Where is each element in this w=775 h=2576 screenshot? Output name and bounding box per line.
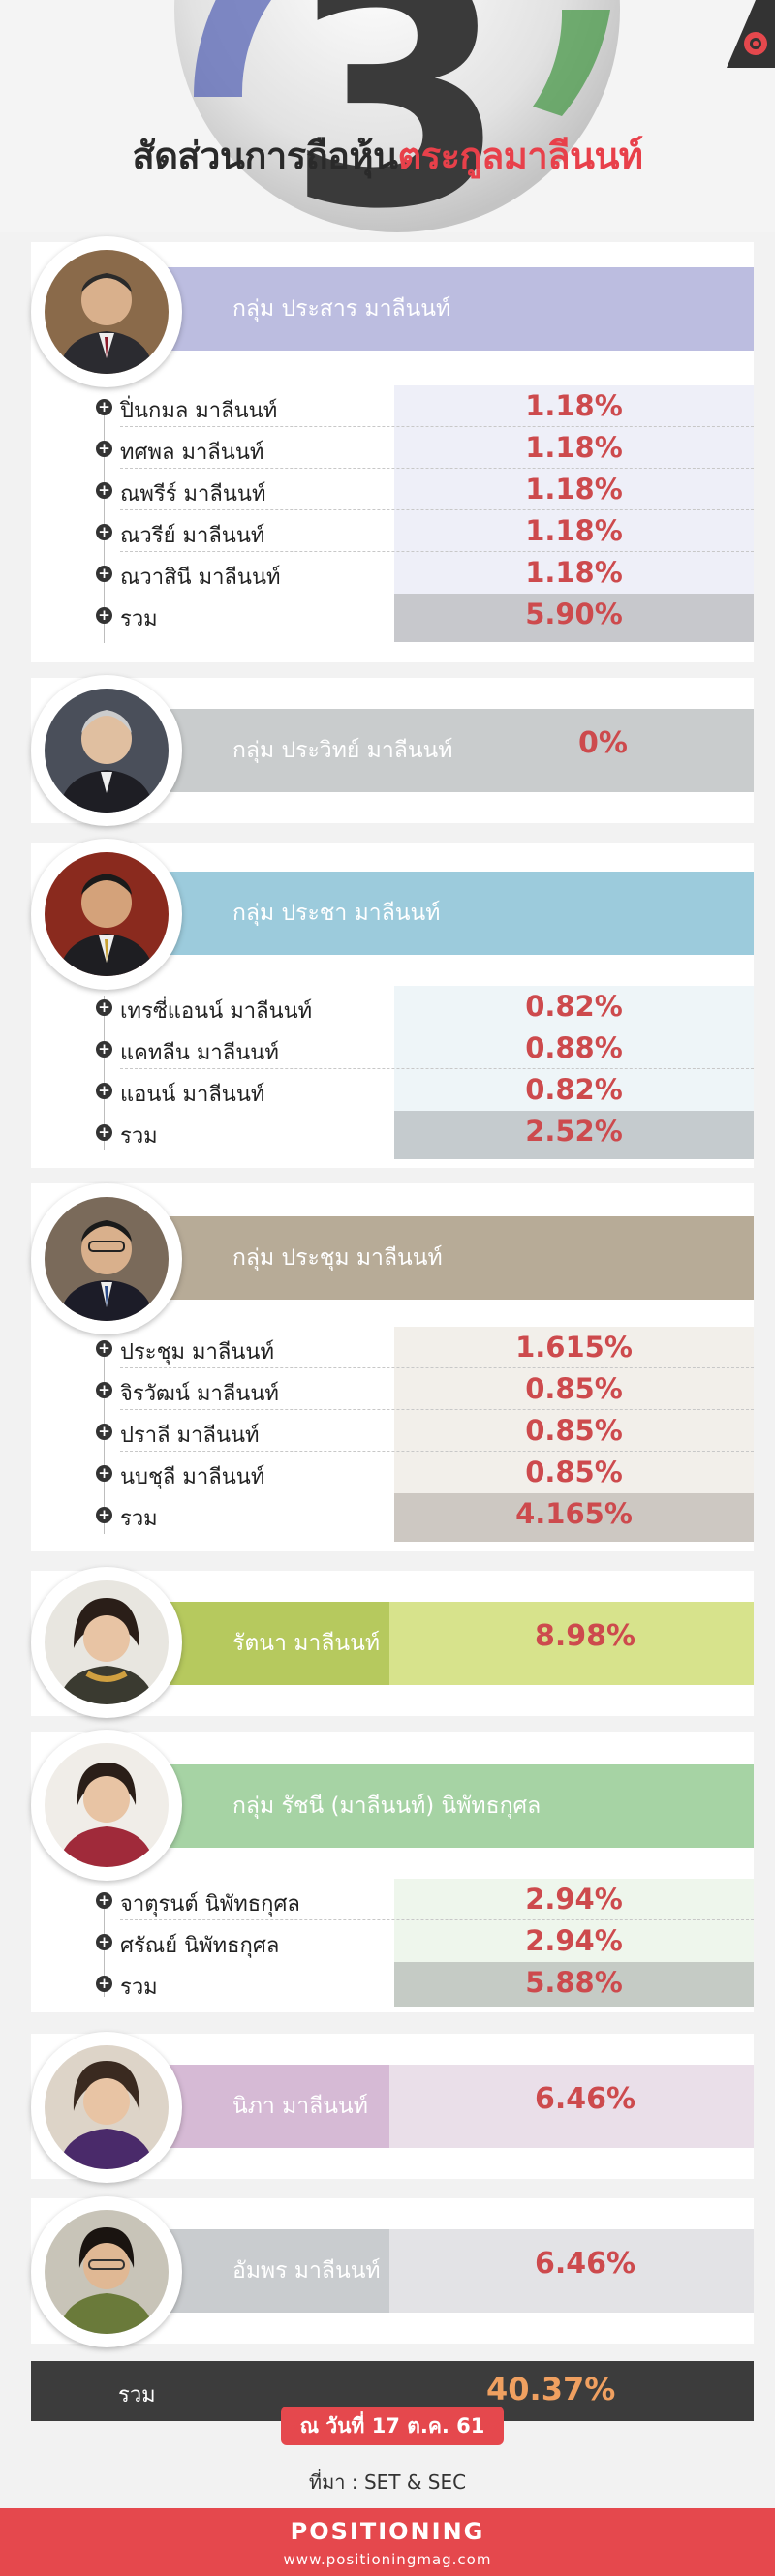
- group-name: กลุ่ม ประชา มาลีนนท์: [232, 901, 441, 926]
- group-pct: 6.46%: [535, 2247, 636, 2281]
- group-total-label: รวม: [120, 607, 158, 631]
- group-name: กลุ่ม รัชนี (มาลีนนท์) นิพัทธกุศล: [232, 1794, 542, 1819]
- member-pct: 1.18%: [525, 389, 623, 422]
- group-header: อัมพร มาลีนนท์: [165, 2229, 389, 2313]
- group-total-pct: 2.52%: [525, 1115, 623, 1148]
- avatar: [31, 1567, 182, 1718]
- group-header: รัตนา มาลีนนท์: [165, 1602, 389, 1685]
- date-badge: ณ วันที่ 17 ต.ค. 61: [281, 2407, 504, 2445]
- source-text: ที่มา : SET & SEC: [308, 2470, 467, 2494]
- member-pct: 0.82%: [525, 990, 623, 1023]
- group-total-pct: 5.90%: [525, 598, 623, 630]
- group-name: กลุ่ม ประวิทย์ มาลีนนท์: [232, 738, 453, 763]
- footer-url[interactable]: www.positioningmag.com: [283, 2551, 492, 2568]
- avatar: [31, 1730, 182, 1881]
- avatar: [31, 2032, 182, 2183]
- group-pct: 0%: [578, 726, 628, 760]
- group-name: อัมพร มาลีนนท์: [232, 2258, 381, 2284]
- member-name: เทรซี่แอนน์ มาลีนนท์: [120, 999, 313, 1024]
- member-name: ณวาสินี มาลีนนท์: [120, 566, 281, 590]
- group-pct: 8.98%: [535, 1619, 636, 1653]
- title-prefix: สัดส่วนการถือหุ้น: [132, 135, 399, 177]
- member-name: ศรัณย์ นิพัทธกุศล: [120, 1934, 280, 1958]
- avatar: [31, 2196, 182, 2347]
- footer: POSITIONING www.positioningmag.com: [0, 2508, 775, 2576]
- member-pct: 0.85%: [525, 1372, 623, 1405]
- group-amporn: อัมพร มาลีนนท์ 6.46%: [31, 2198, 754, 2344]
- member-pct: 1.18%: [525, 431, 623, 464]
- member-name: ประชุม มาลีนนท์: [120, 1340, 274, 1365]
- grand-total-value: 40.37%: [486, 2371, 616, 2407]
- member-name: ณวรีย์ มาลีนนท์: [120, 524, 265, 548]
- avatar: [31, 1183, 182, 1334]
- member-pct: 2.94%: [525, 1924, 623, 1957]
- avatar: [31, 236, 182, 387]
- member-name: นบชุลี มาลีนนท์: [120, 1465, 265, 1489]
- member-name: ปิ่นกมล มาลีนนท์: [120, 399, 278, 423]
- group-header: กลุ่ม ประสาร มาลีนนท์: [165, 267, 754, 351]
- member-name: แอนน์ มาลีนนท์: [120, 1083, 265, 1107]
- footer-brand: POSITIONING: [290, 2518, 485, 2545]
- member-pct: 0.82%: [525, 1073, 623, 1106]
- group-total-pct: 5.88%: [525, 1966, 623, 1999]
- member-pct: 1.18%: [525, 514, 623, 547]
- member-pct: 1.615%: [515, 1331, 633, 1364]
- group-header: นิภา มาลีนนท์: [165, 2065, 389, 2148]
- member-pct: 1.18%: [525, 473, 623, 506]
- page-title: สัดส่วนการถือหุ้นตระกูลมาลีนนท์: [0, 126, 775, 185]
- member-name: จิรวัฒน์ มาลีนนท์: [120, 1382, 279, 1406]
- group-total-pct: 4.165%: [515, 1497, 633, 1530]
- group-name: นิภา มาลีนนท์: [232, 2094, 368, 2119]
- member-name: ปราลี มาลีนนท์: [120, 1424, 260, 1448]
- group-total-label: รวม: [120, 1124, 158, 1149]
- group-header: กลุ่ม ประชุม มาลีนนท์: [165, 1216, 754, 1300]
- grand-total-label: รวม: [118, 2383, 156, 2407]
- member-name: จาตุรนต์ นิพัทธกุศล: [120, 1892, 300, 1917]
- title-highlight: ตระกูลมาลีนนท์: [397, 135, 643, 177]
- group-header: กลุ่ม รัชนี (มาลีนนท์) นิพัทธกุศล: [165, 1764, 754, 1848]
- group-name: กลุ่ม ประสาร มาลีนนท์: [232, 296, 451, 322]
- group-header: กลุ่ม ประวิทย์ มาลีนนท์: [165, 709, 754, 792]
- avatar: [31, 675, 182, 826]
- group-total-label: รวม: [120, 1507, 158, 1531]
- brand-corner-icon: [727, 0, 775, 68]
- member-name: ณพรีร์ มาลีนนท์: [120, 482, 266, 506]
- avatar: [31, 839, 182, 990]
- member-name: แคทลีน มาลีนนท์: [120, 1041, 279, 1065]
- group-header: กลุ่ม ประชา มาลีนนท์: [165, 872, 754, 955]
- group-name: กลุ่ม ประชุม มาลีนนท์: [232, 1245, 443, 1271]
- member-pct: 2.94%: [525, 1883, 623, 1916]
- group-pct: 6.46%: [535, 2082, 636, 2116]
- member-pct: 1.18%: [525, 556, 623, 589]
- member-pct: 0.85%: [525, 1414, 623, 1447]
- group-name: รัตนา มาลีนนท์: [232, 1631, 381, 1656]
- header: 3 สัดส่วนการถือหุ้นตระกูลมาลีนนท์: [0, 0, 775, 232]
- svg-text:3: 3: [286, 0, 509, 232]
- member-name: ทศพล มาลีนนท์: [120, 441, 264, 465]
- group-total-label: รวม: [120, 1976, 158, 2000]
- member-pct: 0.88%: [525, 1031, 623, 1064]
- member-pct: 0.85%: [525, 1456, 623, 1488]
- big-number-3-graphic: 3: [174, 0, 620, 232]
